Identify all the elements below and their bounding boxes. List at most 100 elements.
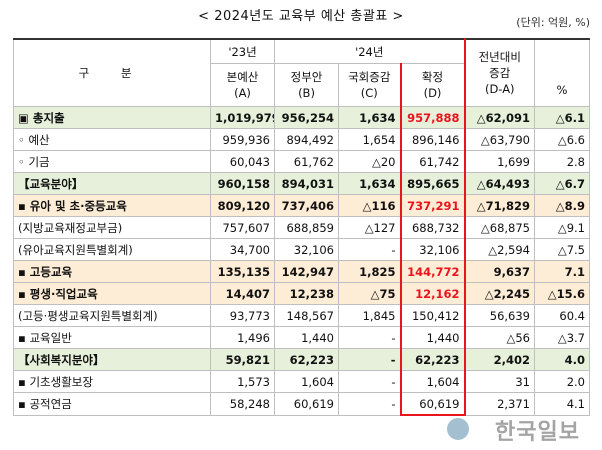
cell-confirmed: 895,665	[399, 172, 466, 195]
header-diff: 전년대비 증감 (D-A)	[464, 38, 535, 107]
table-row: ▪ 공적연금 58,248 60,619-60,619 2,371 4.1	[13, 392, 590, 416]
cell-confirmed: 688,732	[399, 216, 466, 239]
row-label: (고등·평생교육지원특별회계)	[13, 304, 211, 327]
header-col-b: 정부안 (B)	[274, 63, 339, 107]
cell-gov-proposal: 894,492	[274, 128, 339, 151]
cell-assembly-change: △75	[338, 282, 401, 305]
header-col-c: 국회증감 (C)	[338, 63, 401, 107]
cell-yoy-pct: △15.6	[534, 282, 590, 305]
row-label: 【교육분야】	[13, 172, 211, 195]
cell-gov-proposal: 894,031	[274, 172, 339, 195]
cell-yoy-change: △56	[464, 326, 535, 349]
cell-assembly-change: 1,825	[338, 260, 401, 283]
cell-assembly-change: -	[338, 238, 401, 261]
cell-yoy-pct: △7.5	[534, 238, 590, 261]
cell-yoy-change: △68,875	[464, 216, 535, 239]
row-label: ▪ 공적연금	[13, 392, 211, 416]
cell-yoy-change: 2,371	[464, 392, 535, 416]
cell-yoy-change: △64,493	[464, 172, 535, 195]
cell-gov-proposal: 60,619	[274, 392, 339, 416]
row-label: 【사회복지분야】	[13, 348, 211, 371]
table-row: (유아교육지원특별회계) 34,700 32,106-32,106 △2,594 △7.…	[13, 238, 590, 261]
cell-confirmed: 144,772	[399, 260, 466, 283]
cell-gov-proposal: 1,440	[274, 326, 339, 349]
cell-yoy-pct: 2.8	[534, 150, 590, 173]
budget-table: 구 분 '23년 '24년 전년대비 증감 (D-A) % 본예산 (A) 정부안…	[13, 38, 590, 416]
cell-yoy-pct: 7.1	[534, 260, 590, 283]
cell-2023-budget: 34,700	[210, 238, 275, 261]
row-label: ◦ 기금	[13, 150, 211, 173]
cell-yoy-change: 2,402	[464, 348, 535, 371]
cell-yoy-change: 9,637	[464, 260, 535, 283]
table-body: ▣ 총지출 1,019,979 956,254 1,634 957,888 △62,091…	[13, 106, 590, 416]
cell-confirmed: 1,440	[399, 326, 466, 349]
cell-2023-budget: 960,158	[210, 172, 275, 195]
cell-yoy-pct: △6.6	[534, 128, 590, 151]
cell-assembly-change: 1,654	[338, 128, 401, 151]
cell-gov-proposal: 32,106	[274, 238, 339, 261]
cell-assembly-change: 1,634	[338, 106, 401, 129]
cell-yoy-pct: 4.0	[534, 348, 590, 371]
cell-yoy-pct: △6.1	[534, 106, 590, 129]
cell-assembly-change: -	[338, 392, 401, 416]
header-col-a: 본예산 (A)	[210, 63, 275, 107]
table-row: ▪ 교육일반 1,496 1,440-1,440 △56 △3.7	[13, 326, 590, 349]
cell-yoy-change: 1,699	[464, 150, 535, 173]
cell-yoy-pct: △8.9	[534, 194, 590, 217]
watermark: 한국일보	[495, 420, 580, 445]
cell-yoy-pct: 4.1	[534, 392, 590, 416]
table-row: ◦ 예산 959,936 894,492 1,654 896,146 △63,790 △6.…	[13, 128, 590, 151]
cell-confirmed: 62,223	[399, 348, 466, 371]
row-label: ▪ 교육일반	[13, 326, 211, 349]
row-label: ▪ 평생·직업교육	[13, 282, 211, 305]
cell-2023-budget: 14,407	[210, 282, 275, 305]
cell-2023-budget: 1,573	[210, 370, 275, 393]
table-row: (고등·평생교육지원특별회계) 93,773 148,567 1,845 150,412…	[13, 304, 590, 327]
cell-gov-proposal: 688,859	[274, 216, 339, 239]
cell-gov-proposal: 61,762	[274, 150, 339, 173]
row-label: ▪ 유아 및 초·중등교육	[13, 194, 211, 217]
cell-yoy-pct: △6.7	[534, 172, 590, 195]
cell-assembly-change: △116	[338, 194, 401, 217]
cell-confirmed: 60,619	[399, 392, 466, 416]
cell-gov-proposal: 956,254	[274, 106, 339, 129]
row-label: ▪ 기초생활보장	[13, 370, 211, 393]
cell-confirmed: 1,604	[399, 370, 466, 393]
cell-yoy-pct: △3.7	[534, 326, 590, 349]
cell-confirmed: 896,146	[399, 128, 466, 151]
table-row: 【교육분야】 960,158 894,031 1,634 895,665 △64,493 △…	[13, 172, 590, 195]
cell-2023-budget: 93,773	[210, 304, 275, 327]
header-year-2023: '23년	[210, 38, 275, 64]
cell-gov-proposal: 62,223	[274, 348, 339, 371]
cell-yoy-change: 31	[464, 370, 535, 393]
cell-assembly-change: -	[338, 370, 401, 393]
table-row: ▪ 기초생활보장 1,573 1,604-1,604 31 2.0	[13, 370, 590, 393]
row-label: ▪ 고등교육	[13, 260, 211, 283]
cell-assembly-change: -	[338, 326, 401, 349]
cell-assembly-change: -	[338, 348, 401, 371]
cell-2023-budget: 959,936	[210, 128, 275, 151]
table-row: ▣ 총지출 1,019,979 956,254 1,634 957,888 △62,091…	[13, 106, 590, 129]
header-gubun: 구 분	[13, 38, 211, 107]
cell-yoy-pct: 60.4	[534, 304, 590, 327]
header-year-2024: '24년	[274, 38, 466, 64]
cell-2023-budget: 135,135	[210, 260, 275, 283]
cell-2023-budget: 1,019,979	[210, 106, 275, 129]
table-row: ◦ 기금 60,043 61,762 △20 61,742 1,699 2.8	[13, 150, 590, 173]
cell-2023-budget: 1,496	[210, 326, 275, 349]
row-label: ▣ 총지출	[13, 106, 211, 129]
table-row: ▪ 유아 및 초·중등교육 809,120 737,406 △116 737,291 △7…	[13, 194, 590, 217]
table-row: ▪ 고등교육 135,135 142,947 1,825 144,772 9,637 7.1	[13, 260, 590, 283]
row-label: (유아교육지원특별회계)	[13, 238, 211, 261]
row-label: (지방교육재정교부금)	[13, 216, 211, 239]
table-row: (지방교육재정교부금) 757,607 688,859 △127 688,732 △68,…	[13, 216, 590, 239]
cell-yoy-change: 56,639	[464, 304, 535, 327]
cell-yoy-change: △62,091	[464, 106, 535, 129]
cell-gov-proposal: 1,604	[274, 370, 339, 393]
cell-2023-budget: 757,607	[210, 216, 275, 239]
cell-yoy-pct: △9.1	[534, 216, 590, 239]
table-row: 【사회복지분야】 59,821 62,223-62,223 2,402 4.0	[13, 348, 590, 371]
cell-confirmed: 737,291	[399, 194, 466, 217]
cell-yoy-change: △2,245	[464, 282, 535, 305]
cell-confirmed: 12,162	[399, 282, 466, 305]
